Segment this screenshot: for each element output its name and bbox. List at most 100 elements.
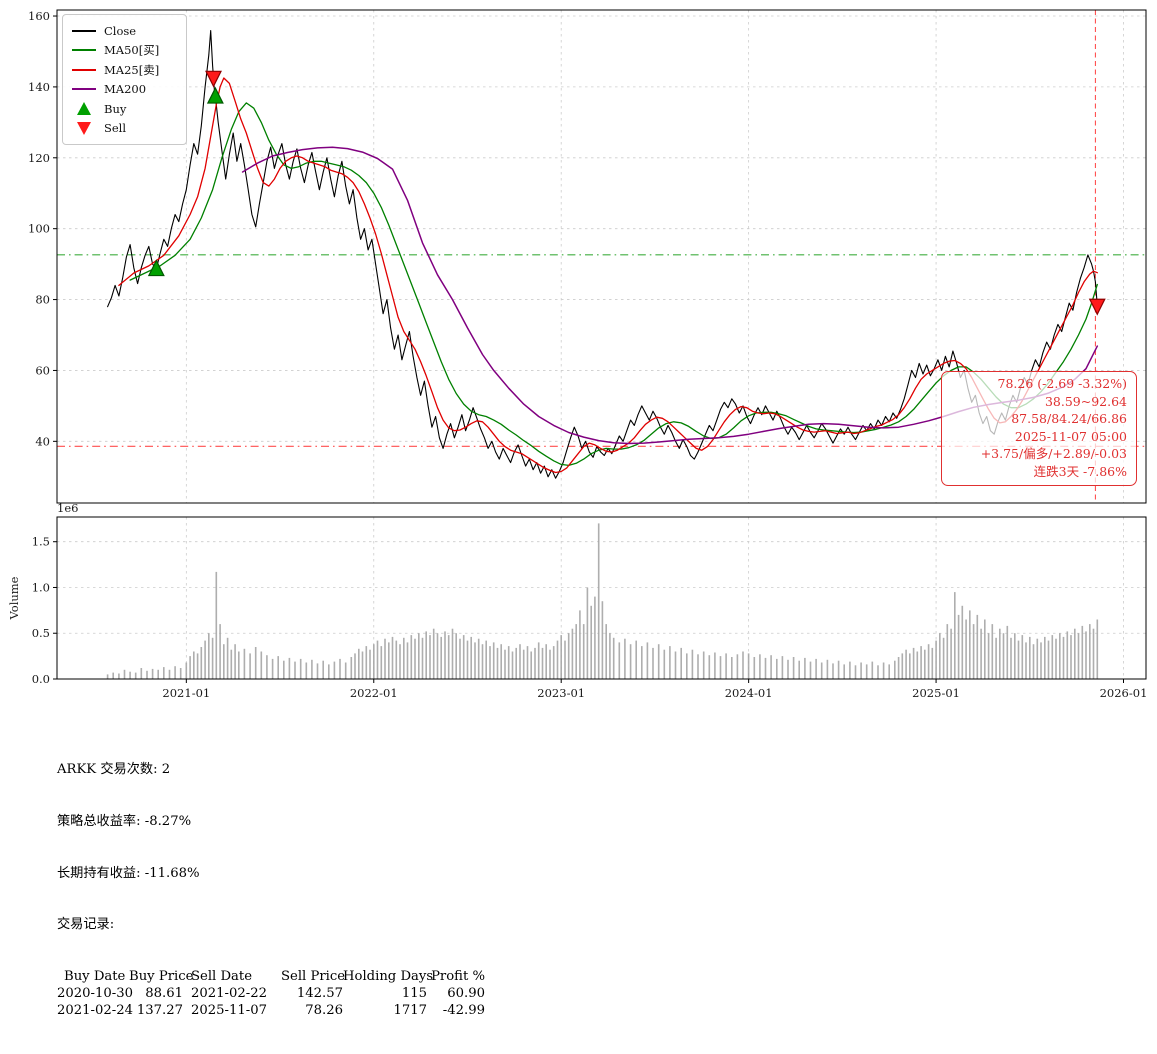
volume-bar xyxy=(230,649,233,679)
volume-bar xyxy=(1081,625,1084,679)
x-tick-label: 2022-01 xyxy=(350,686,398,700)
annotation-signal-line: +3.75/偏多/+2.89/-0.03 xyxy=(980,446,1127,462)
volume-bar xyxy=(432,628,435,679)
volume-bar xyxy=(1047,640,1050,679)
volume-bar xyxy=(447,635,450,679)
volume-bar xyxy=(459,638,461,679)
volume-bar xyxy=(541,647,544,679)
volume-bar xyxy=(185,662,188,679)
volume-bar xyxy=(429,635,431,679)
volume-bar xyxy=(333,661,336,679)
volume-bar xyxy=(747,653,750,679)
volume-bar xyxy=(388,642,390,679)
trade-row: 2020-10-30 88.61 2021-02-22 142.57 115 60.90 xyxy=(57,985,485,1002)
volume-bar xyxy=(909,653,911,679)
volume-bar xyxy=(174,666,176,679)
volume-bar xyxy=(1025,642,1027,679)
strategy-summary: ARKK 交易次数: 2 策略总收益率: -8.27% 长期持有收益: -11.… xyxy=(57,727,485,1054)
volume-bar xyxy=(466,640,469,679)
volume-bar xyxy=(781,656,784,679)
volume-bar xyxy=(1029,636,1031,679)
volume-bar xyxy=(451,628,454,679)
volume-bar xyxy=(146,670,148,679)
volume-bar xyxy=(972,624,975,679)
volume-bar xyxy=(384,638,386,679)
volume-bar xyxy=(815,658,817,679)
volume-bar xyxy=(354,653,356,679)
annotation-range-line: 38.59~92.64 xyxy=(1044,393,1127,409)
volume-bar xyxy=(609,633,611,679)
volume-bar xyxy=(594,596,596,679)
volume-bar xyxy=(534,647,536,679)
volume-bar xyxy=(950,628,952,679)
trade-cell: 78.26 xyxy=(305,1003,343,1019)
y-tick-label-main: 60 xyxy=(35,363,50,377)
volume-bar xyxy=(492,642,495,679)
y-tick-label-main: 140 xyxy=(28,80,50,94)
legend-item-ma50: MA50[买] xyxy=(72,41,174,61)
volume-bar xyxy=(200,647,203,679)
volume-bar xyxy=(189,656,191,679)
volume-bar xyxy=(507,646,510,679)
volume-bar xyxy=(674,651,677,679)
volume-bar xyxy=(219,624,221,679)
volume-bar xyxy=(537,642,540,679)
volume-bar xyxy=(854,665,857,679)
volume-bar xyxy=(489,646,491,679)
sell-triangle-icon xyxy=(77,121,91,135)
volume-bar xyxy=(820,662,823,679)
latest-quote-annotation: 78.26 (-2.69 -3.32%) 38.59~92.64 87.58/8… xyxy=(941,371,1137,486)
volume-bar xyxy=(1051,635,1054,679)
ma50-line-swatch xyxy=(72,49,96,52)
volume-bar xyxy=(957,614,960,679)
volume-bar xyxy=(567,633,570,679)
volume-bar xyxy=(140,668,143,679)
volume-bar xyxy=(299,658,302,679)
volume-bar xyxy=(1017,640,1020,679)
ma25-line-swatch xyxy=(72,68,96,71)
volume-bar xyxy=(753,657,756,679)
volume-bar xyxy=(657,644,660,679)
y-tick-label-main: 160 xyxy=(28,9,50,23)
volume-bar xyxy=(470,636,472,679)
volume-bar xyxy=(984,619,986,679)
buy-triangle-icon xyxy=(77,102,91,116)
volume-bar xyxy=(1006,625,1009,679)
volume-bar xyxy=(999,628,1001,679)
legend-item-buy: Buy xyxy=(72,99,174,119)
volume-bar xyxy=(991,624,994,679)
volume-bar xyxy=(809,661,812,679)
annotation-datetime-line: 2025-11-07 05:00 xyxy=(1014,428,1127,444)
volume-bar xyxy=(339,658,341,679)
volume-bar xyxy=(1059,633,1061,679)
volume-bar xyxy=(311,659,313,679)
volume-bar xyxy=(418,633,420,679)
volume-bar xyxy=(112,672,114,679)
volume-bar xyxy=(277,656,279,679)
volume-bar xyxy=(770,655,772,679)
legend-label-ma200: MA200 xyxy=(104,82,147,97)
volume-bar xyxy=(1070,635,1072,679)
volume-bar xyxy=(663,649,666,679)
trade-cell: 60.90 xyxy=(447,986,485,1002)
volume-bar xyxy=(226,637,229,679)
annotation-ma-line: 87.58/84.24/66.86 xyxy=(1011,411,1127,427)
volume-bar xyxy=(474,642,476,679)
volume-bar xyxy=(485,640,487,679)
trade-cell: 2021-02-22 xyxy=(191,986,268,1002)
legend-item-ma25: MA25[卖] xyxy=(72,60,174,80)
volume-bar xyxy=(920,646,922,679)
volume-bar xyxy=(223,644,225,679)
trade-cell: 2021-02-24 xyxy=(57,1003,134,1019)
legend: Close MA50[买] MA25[卖] MA200 Buy Sell xyxy=(62,14,187,145)
volume-bar xyxy=(961,605,964,679)
price-axes-frame xyxy=(56,9,1147,504)
volume-bar xyxy=(481,644,484,679)
plot-svg: 40 60 80 100 120 140 160 0.0 0.5 1.0 1.5 2021-01 202… xyxy=(28,9,1147,700)
legend-item-close: Close xyxy=(72,21,174,41)
volume-bar xyxy=(238,651,240,679)
volume-bar xyxy=(179,668,182,679)
volume-offset-label: 1e6 xyxy=(57,501,78,515)
volume-bar xyxy=(787,659,789,679)
volume-bar xyxy=(832,663,834,679)
